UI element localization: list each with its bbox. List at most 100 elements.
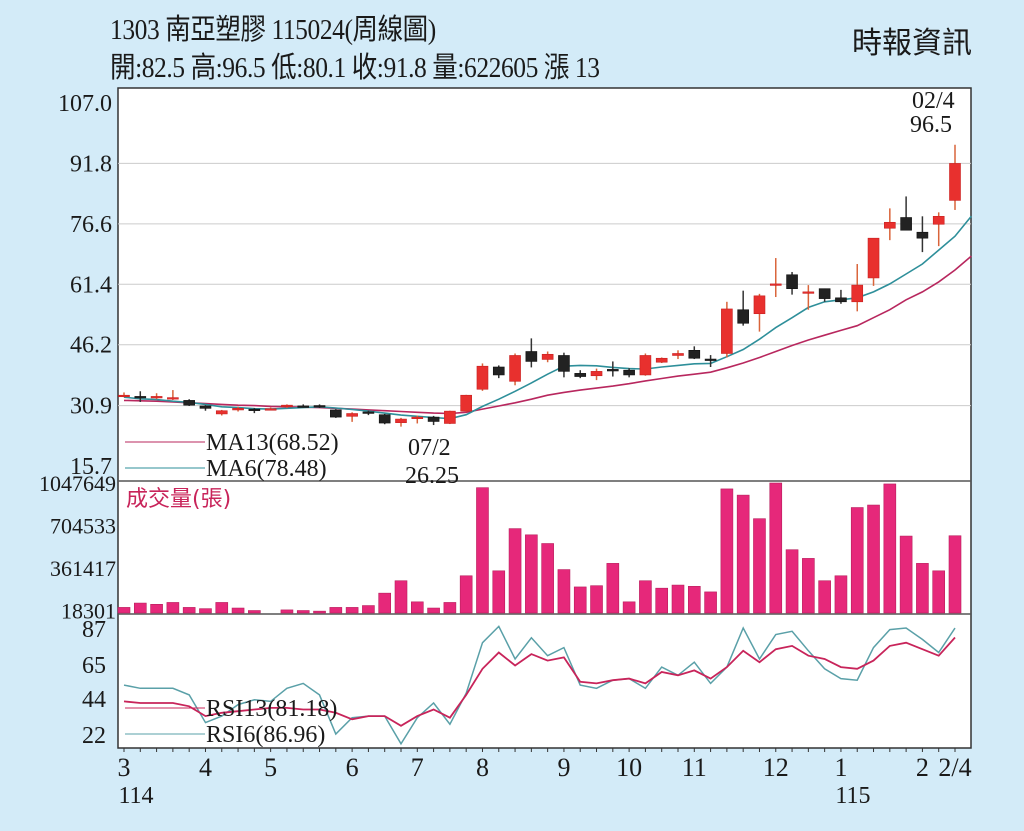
volume-bar — [345, 607, 359, 614]
year-label: 114 — [118, 783, 153, 809]
volume-bar — [736, 494, 750, 614]
volume-bar — [231, 607, 245, 614]
volume-bar — [948, 535, 962, 614]
price-summary: 開:82.5 高:96.5 低:80.1 收:91.8 量:622605 漲 1… — [110, 52, 600, 84]
volume-bar — [117, 607, 131, 614]
volume-bar — [655, 587, 669, 614]
candle-body — [607, 369, 619, 372]
volume-bar — [867, 504, 880, 614]
volume-bar — [427, 607, 440, 614]
candle-body — [297, 405, 310, 408]
rsi6-line — [123, 625, 956, 746]
volume-bar — [883, 483, 897, 614]
candle-body — [541, 353, 554, 360]
candle-body — [411, 416, 424, 419]
candle-body — [215, 410, 228, 415]
candle-body — [753, 295, 766, 315]
volume-bar — [215, 602, 229, 614]
x-label: 10 — [616, 753, 642, 782]
ma6-legend: MA6(78.48) — [206, 456, 327, 482]
candle-body — [492, 366, 505, 376]
candle-body — [949, 163, 961, 201]
x-label: 3 — [118, 753, 131, 782]
candle-body — [721, 308, 733, 354]
year-label: 115 — [835, 783, 870, 809]
candle-body — [232, 408, 244, 411]
candle-body — [672, 353, 684, 356]
rsi13-legend: RSI13(81.18) — [206, 696, 337, 722]
volume-tick: 361417 — [50, 556, 116, 581]
candle-body — [574, 373, 587, 377]
high-date: 02/4 — [912, 88, 955, 114]
candle-body — [851, 284, 864, 303]
volume-bar — [785, 549, 799, 614]
candle-body — [167, 397, 179, 400]
candle-body — [395, 418, 407, 423]
volume-label: 成交量(張) — [126, 487, 231, 512]
candle-body — [867, 237, 880, 279]
candle-body — [818, 288, 831, 299]
price-tick: 46.2 — [70, 333, 112, 359]
candle-body — [900, 217, 912, 231]
volume-bar — [443, 602, 457, 614]
candle-body — [509, 355, 521, 382]
candle-body — [118, 394, 130, 398]
x-label: 5 — [264, 753, 277, 782]
candle-body — [916, 231, 929, 239]
volume-bar — [573, 586, 587, 614]
volume-tick: 704533 — [50, 514, 116, 539]
volume-bar — [329, 607, 343, 614]
volume-bar — [150, 604, 163, 614]
volume-bar — [394, 580, 408, 614]
volume-bar — [525, 534, 538, 614]
candle-body — [623, 369, 635, 376]
volume-bar — [753, 518, 766, 614]
price-tick: 107.0 — [58, 91, 112, 117]
volume-bar — [459, 575, 473, 614]
volume-bar — [557, 569, 571, 614]
x-label: 6 — [346, 753, 359, 782]
candle-body — [362, 411, 375, 414]
volume-bar — [508, 528, 522, 614]
candle-body — [150, 396, 163, 399]
x-label: 9 — [557, 753, 570, 782]
rsi-tick: 22 — [82, 723, 106, 749]
volume-bar — [932, 570, 946, 614]
candle-body — [346, 413, 358, 417]
price-tick: 15.7 — [70, 454, 112, 480]
ma13-legend: MA13(68.52) — [206, 430, 339, 456]
x-label: 8 — [476, 753, 489, 782]
high-value: 96.5 — [910, 112, 952, 138]
chart-title: 1303 南亞塑膠 115024(周線圖) — [110, 14, 436, 46]
volume-bar — [818, 580, 831, 614]
candle-body — [444, 410, 456, 424]
x-label: 4 — [199, 753, 212, 782]
volume-bar — [687, 586, 701, 614]
candle-body — [558, 355, 570, 372]
volume-bar — [622, 601, 636, 614]
price-tick: 30.9 — [70, 394, 112, 420]
x-label: 2 — [916, 753, 929, 782]
volume-bar — [280, 609, 294, 614]
low-date: 07/2 — [408, 435, 451, 461]
candle-body — [248, 408, 261, 411]
volume-tick: 1047649 — [39, 471, 116, 496]
price-tick: 76.6 — [70, 212, 112, 238]
candlesticks — [118, 144, 961, 427]
rsi-tick: 44 — [82, 687, 106, 713]
volume-bar — [476, 487, 489, 614]
candle-body — [639, 355, 652, 376]
candle-body — [476, 365, 489, 390]
volume-bars — [117, 482, 962, 614]
x-label: 7 — [411, 753, 424, 782]
candle-body — [704, 358, 717, 361]
volume-bar — [378, 592, 392, 614]
rsi-tick: 87 — [82, 617, 106, 643]
volume-bar — [590, 585, 603, 614]
candle-body — [427, 416, 440, 422]
volume-bar — [834, 575, 848, 614]
volume-tick: 18301 — [61, 599, 116, 624]
candle-body — [802, 291, 815, 294]
price-tick: 61.4 — [70, 272, 112, 298]
